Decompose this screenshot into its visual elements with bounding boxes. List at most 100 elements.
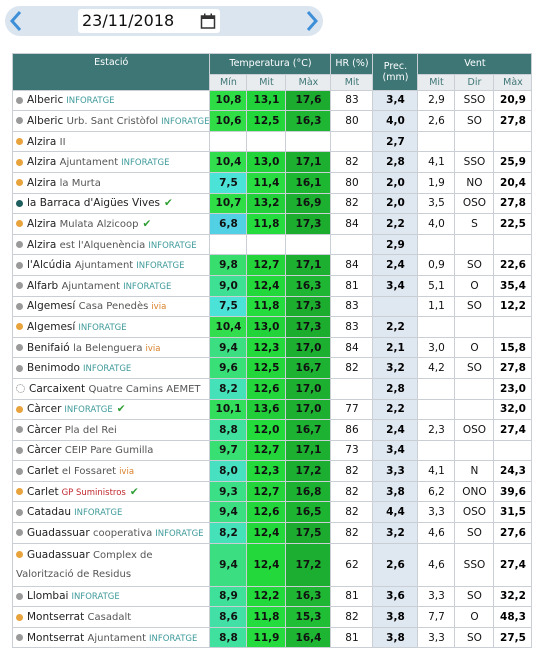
station-tag: INFORATGE	[136, 261, 185, 272]
value-cell: 2,6	[372, 542, 419, 587]
station-detail: Pla del Rei	[64, 424, 117, 436]
value-cell: 31,5	[493, 501, 533, 524]
value-cell: 83	[330, 89, 374, 112]
cell-value: 12,7	[253, 485, 280, 498]
station-name[interactable]: Alzira	[27, 176, 57, 189]
station-detail: CEIP Pare Gumilla	[64, 445, 154, 457]
value-cell: 2,7	[372, 130, 419, 153]
cell-value: 13,2	[253, 197, 280, 210]
cell-value: 32,0	[500, 403, 526, 416]
station-name[interactable]: Carlet	[27, 485, 59, 498]
station-name[interactable]: Alzira	[27, 238, 57, 251]
cell-value: 0,9	[428, 259, 445, 272]
station-tag: INFORATGE	[66, 96, 115, 107]
header-station: Estació	[11, 53, 211, 91]
cell-value: 13,0	[253, 320, 280, 333]
station-row: Alzira Mulata Alzicoop ✔ 6,8 11,8 17,3 84 2,2 4…	[11, 213, 533, 235]
station-name[interactable]: Alzira	[27, 156, 57, 169]
cell-value: 10,1	[215, 403, 242, 416]
sub-header: Mit	[417, 73, 456, 91]
station-name[interactable]: Alzira	[27, 217, 57, 230]
cell-value: 2,8	[386, 156, 405, 169]
station-name[interactable]: Alberic	[27, 94, 64, 107]
station-name[interactable]: Catadau	[27, 506, 72, 519]
station-name[interactable]: Algemesí	[27, 300, 76, 313]
temp-cell: 11,8	[246, 213, 287, 235]
station-tag: INFORATGE	[121, 158, 170, 169]
station-row: Benifaió la Belenguera ivia 9,4 12,3 17,0 84 2…	[11, 336, 533, 359]
next-day[interactable]	[304, 10, 320, 32]
value-cell	[330, 233, 374, 256]
cell-value: 12,4	[253, 526, 280, 539]
station-cell: Algemesí Casa Penedès ivia	[11, 295, 211, 318]
station-name[interactable]: l'Alcúdia	[27, 259, 72, 272]
status-dot	[16, 179, 23, 187]
station-name[interactable]: Alfarb	[27, 279, 59, 292]
cell-value: 2,6	[428, 114, 445, 127]
station-name[interactable]: Càrcer	[27, 444, 62, 457]
cell-value: 2,0	[386, 176, 405, 189]
temp-cell: 16,7	[285, 419, 332, 441]
station-name[interactable]: Càrcer	[27, 423, 62, 436]
date-input[interactable]: 23/11/2018	[78, 9, 220, 33]
temp-cell: 11,9	[246, 626, 287, 649]
value-cell: ONO	[454, 480, 495, 503]
station-name[interactable]: Algemesí	[27, 320, 76, 333]
cell-value: 11,8	[253, 217, 280, 230]
value-cell: 2,0	[372, 171, 419, 194]
value-cell: 3,4	[372, 274, 419, 297]
station-name[interactable]: Guadassuar	[27, 548, 90, 561]
cell-value: 15,3	[295, 611, 322, 624]
temp-cell: 16,7	[285, 357, 332, 379]
cell-value: 9,4	[219, 506, 238, 519]
station-name[interactable]: Alberic	[27, 114, 64, 127]
cell-value: 9,0	[219, 279, 238, 292]
station-name[interactable]: Càrcer	[27, 403, 62, 416]
cell-value: 48,3	[500, 611, 526, 624]
cell-value: 6,8	[219, 217, 238, 230]
cell-value: 7,5	[219, 300, 238, 313]
station-name[interactable]: la Barraca d'Aigües Vives	[27, 197, 161, 210]
cell-value: 17,2	[295, 465, 322, 478]
cell-value: 9,3	[219, 485, 238, 498]
station-row: l'Alcúdia Ajuntament INFORATGE 9,8 12,7 17,1…	[11, 254, 533, 276]
station-name[interactable]: Benimodo	[27, 362, 80, 375]
cell-value: 12,4	[253, 558, 280, 571]
station-row: Alzira est l'Alquenència INFORATGE 2,9	[11, 233, 533, 256]
value-cell: 22,6	[493, 254, 533, 276]
value-cell: 2,3	[417, 419, 456, 441]
station-name[interactable]: Montserrat	[27, 631, 85, 644]
station-name[interactable]: Montserrat	[27, 611, 85, 624]
station-name[interactable]: Carlet	[27, 465, 59, 478]
cell-value: S	[471, 217, 478, 230]
cell-value: 3,8	[386, 485, 405, 498]
station-name[interactable]: Llombai	[27, 590, 69, 603]
value-cell: 27,4	[493, 419, 533, 441]
prev-day[interactable]	[8, 10, 24, 32]
cell-value: OSO	[462, 506, 487, 519]
station-row: Guadassuar Complex de Valorització de Re…	[11, 542, 533, 587]
cell-value: 10,7	[215, 197, 242, 210]
station-name[interactable]: Alzira	[27, 135, 57, 148]
station-cell: Carlet GP Suministros ✔	[11, 480, 211, 503]
temp-cell: 11,8	[246, 606, 287, 628]
station-cell: l'Alcúdia Ajuntament INFORATGE	[11, 254, 211, 276]
value-cell: 39,6	[493, 480, 533, 503]
station-tag: INFORATGE	[123, 281, 172, 292]
station-name[interactable]: Benifaió	[27, 341, 70, 354]
cell-value: 27,8	[500, 114, 526, 127]
cell-value: SO	[467, 590, 482, 603]
status-dot	[16, 384, 25, 394]
station-detail: Ajuntament	[87, 632, 147, 644]
cell-value: 2,8	[386, 382, 405, 395]
cell-value: 83	[345, 300, 359, 313]
cell-value: 16,3	[295, 590, 322, 603]
station-name[interactable]: Guadassuar	[27, 526, 90, 539]
cell-value: 27,8	[500, 362, 526, 375]
station-name[interactable]: Carcaixent	[29, 382, 86, 395]
cell-value: 32,2	[500, 590, 526, 603]
calendar-icon[interactable]	[200, 13, 216, 29]
value-cell: 12,2	[493, 295, 533, 318]
temp-cell: 12,4	[246, 522, 287, 544]
